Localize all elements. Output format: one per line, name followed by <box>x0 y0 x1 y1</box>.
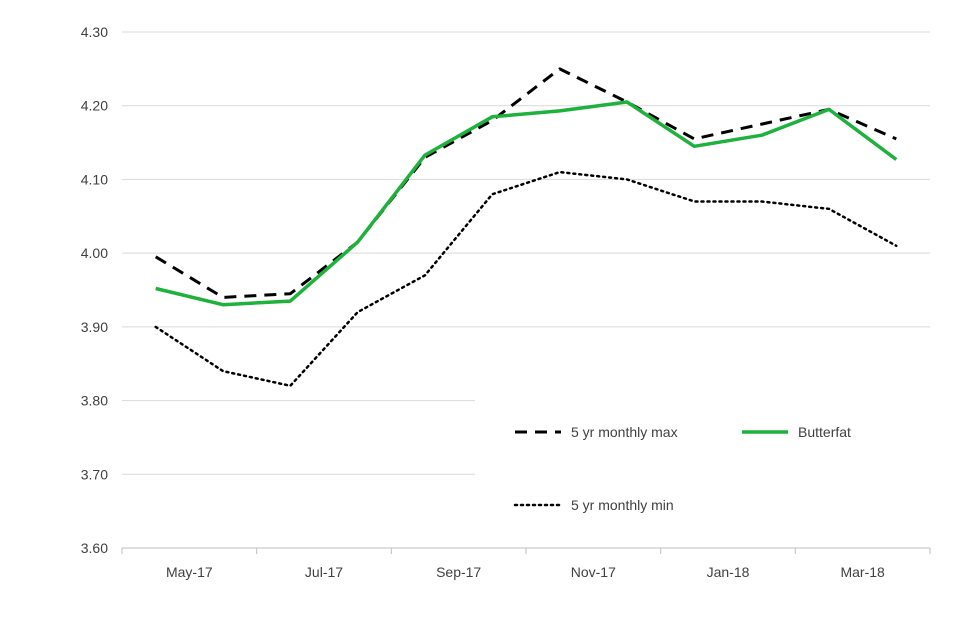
y-tick-label: 4.10 <box>81 171 108 187</box>
y-tick-label: 3.90 <box>81 319 108 335</box>
x-tick-label: Nov-17 <box>571 564 616 580</box>
x-tick-label: Sep-17 <box>436 564 481 580</box>
x-tick-label: Jan-18 <box>707 564 750 580</box>
legend-label: 5 yr monthly max <box>571 424 678 440</box>
x-tick-label: Mar-18 <box>840 564 885 580</box>
legend-label: Butterfat <box>798 424 851 440</box>
y-tick-label: 4.00 <box>81 245 108 261</box>
y-tick-label: 3.80 <box>81 393 108 409</box>
y-tick-label: 3.70 <box>81 466 108 482</box>
series-lines <box>154 67 898 388</box>
y-tick-label: 3.60 <box>81 540 108 556</box>
series-line-5-yr-monthly-min <box>154 170 898 388</box>
gridlines <box>122 31 930 475</box>
series-line-butterfat <box>155 100 898 307</box>
legend: 5 yr monthly max Butterfat 5 yr monthly mi… <box>513 424 851 513</box>
y-tick-label: 4.30 <box>81 24 108 40</box>
legend-label: 5 yr monthly min <box>571 497 674 513</box>
y-tick-label: 4.20 <box>81 98 108 114</box>
x-tick-label: Jul-17 <box>305 564 343 580</box>
x-axis-tick-labels: May-17 Jul-17 Sep-17 Nov-17 Jan-18 Mar-18 <box>166 564 885 580</box>
x-tick-label: May-17 <box>166 564 213 580</box>
x-axis <box>121 547 931 554</box>
y-axis-tick-labels: 3.60 3.70 3.80 3.90 4.00 4.10 4.20 4.30 <box>81 24 108 556</box>
